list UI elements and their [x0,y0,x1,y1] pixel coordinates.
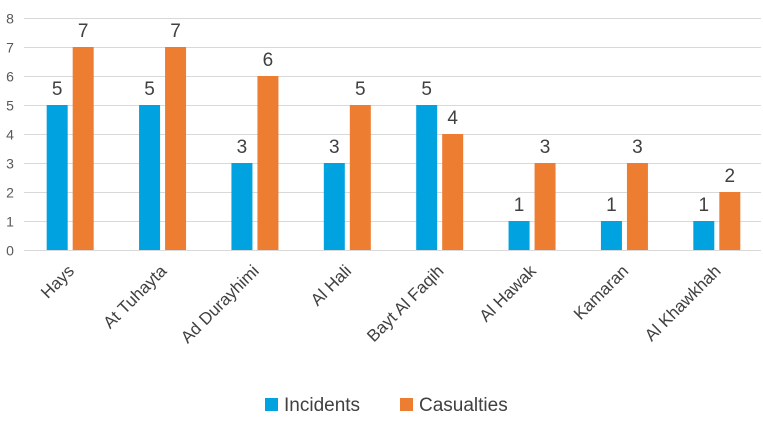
data-label: 1 [514,195,525,216]
legend-item-incidents: Incidents [265,395,360,416]
y-tick-label: 8 [6,11,14,27]
bars [46,47,741,250]
bar-incidents [139,105,161,250]
legend-item-casualties: Casualties [400,395,508,416]
x-category-label: Al Hali [307,261,355,309]
data-label: 7 [170,21,181,42]
bar-incidents [323,163,345,250]
data-label: 5 [355,79,366,100]
y-tick-label: 7 [6,40,14,56]
data-label: 3 [329,137,340,158]
bar-incidents [46,105,68,250]
data-label: 5 [144,79,155,100]
legend: Incidents Casualties [265,395,508,416]
bar-incidents [416,105,438,250]
x-category-label: Al Khawkhah [641,261,725,345]
bar-casualties [72,47,94,250]
y-tick-label: 3 [6,156,14,172]
bar-casualties [165,47,187,250]
x-category-label: Bayt Al Faqih [363,261,447,345]
data-label: 2 [725,166,736,187]
y-tick-label: 6 [6,69,14,85]
x-category-label: Kamaran [570,261,632,323]
legend-swatch [400,398,413,411]
bar-casualties [442,134,464,250]
bar-incidents [600,221,622,250]
data-label: 3 [540,137,551,158]
y-tick-label: 4 [6,127,14,143]
y-tick-label: 0 [6,243,14,259]
x-category-label: At Tuhayta [99,261,170,332]
gridlines [24,18,761,251]
data-label: 6 [263,50,274,71]
data-label: 4 [447,108,458,129]
y-tick-label: 2 [6,185,14,201]
y-tick-label: 5 [6,98,14,114]
x-category-label: Al Hawak [476,261,541,326]
legend-label: Casualties [419,395,508,416]
x-axis-category-labels: Hays At Tuhayta Ad Durayhimi Al Hali Bayt Al… [37,261,724,347]
bar-casualties [534,163,556,250]
bar-casualties [719,192,741,250]
bar-casualties [257,76,279,250]
bar-incidents [693,221,715,250]
data-label: 5 [421,79,432,100]
legend-label: Incidents [284,395,360,416]
data-label: 1 [606,195,617,216]
x-category-label: Hays [37,261,78,302]
data-label: 3 [237,137,248,158]
data-label: 1 [699,195,710,216]
y-axis-tick-labels: 0 1 2 3 4 5 6 7 8 [6,11,14,259]
legend-swatch [265,398,278,411]
x-category-label: Ad Durayhimi [177,261,263,347]
data-label: 3 [632,137,643,158]
y-tick-label: 1 [6,214,14,230]
data-label: 5 [52,79,63,100]
bar-incidents [231,163,253,250]
bar-casualties [626,163,648,250]
bar-casualties [349,105,371,250]
data-label: 7 [78,21,89,42]
bar-incidents [508,221,530,250]
